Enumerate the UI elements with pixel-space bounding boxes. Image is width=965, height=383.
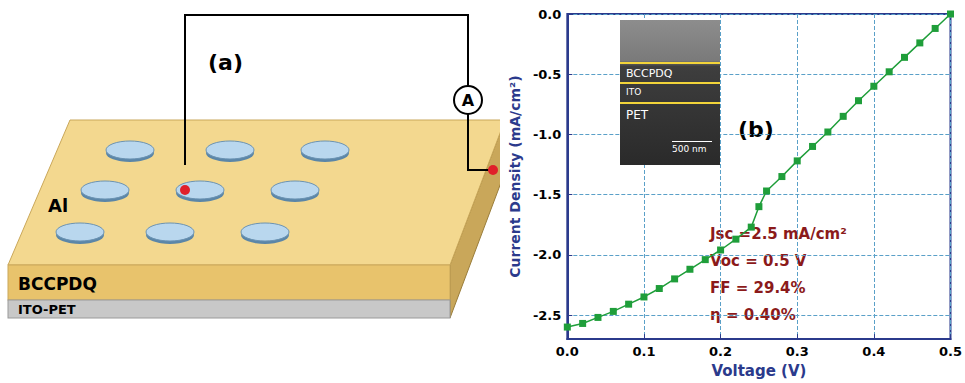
svg-text:Voc = 0.5 V: Voc = 0.5 V xyxy=(710,252,807,270)
html-text:ITO: ITO xyxy=(626,87,642,97)
svg-text:0.2: 0.2 xyxy=(709,344,732,359)
svg-text:0.1: 0.1 xyxy=(632,344,655,359)
html-text:PET: PET xyxy=(626,108,649,122)
svg-text:0.3: 0.3 xyxy=(786,344,809,359)
svg-text:η = 0.40%: η = 0.40% xyxy=(710,306,796,324)
svg-text:Jsc =2.5 mA/cm²: Jsc =2.5 mA/cm² xyxy=(709,225,847,243)
svg-text:-0.5: -0.5 xyxy=(533,67,561,82)
svg-text:0.0: 0.0 xyxy=(538,7,561,22)
svg-text:Current Density (mA/cm²): Current Density (mA/cm²) xyxy=(507,75,523,277)
svg-text:-2.5: -2.5 xyxy=(533,308,561,323)
svg-text:0.4: 0.4 xyxy=(862,344,885,359)
svg-text:(b): (b) xyxy=(738,117,774,142)
svg-text:-1.5: -1.5 xyxy=(533,187,561,202)
svg-text:ITO-PET: ITO-PET xyxy=(18,302,76,317)
svg-text:0.0: 0.0 xyxy=(556,344,579,359)
html-text:500 nm: 500 nm xyxy=(672,144,707,154)
svg-text:FF = 29.4%: FF = 29.4% xyxy=(710,279,806,297)
svg-text:-1.0: -1.0 xyxy=(533,127,561,142)
svg-text:A: A xyxy=(462,91,475,110)
svg-text:(a): (a) xyxy=(208,50,243,75)
svg-text:-2.0: -2.0 xyxy=(533,247,561,262)
html-text:BCCPDQ: BCCPDQ xyxy=(626,67,673,80)
svg-text:BCCPDQ: BCCPDQ xyxy=(18,274,97,294)
svg-text:Voltage (V): Voltage (V) xyxy=(711,362,806,380)
svg-text:0.5: 0.5 xyxy=(939,344,962,359)
svg-text:Al: Al xyxy=(48,195,68,216)
